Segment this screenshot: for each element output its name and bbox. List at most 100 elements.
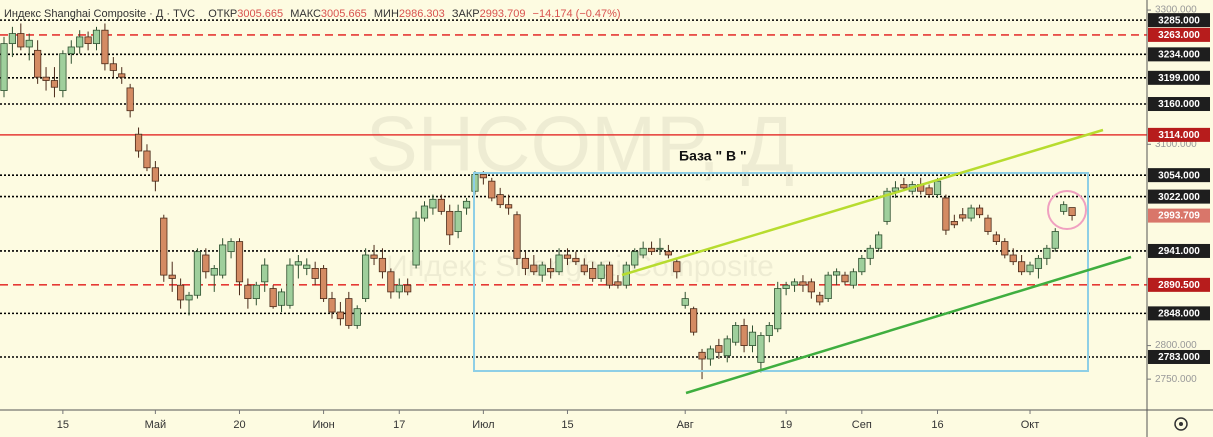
candle-body	[202, 254, 210, 273]
header: Индекс Shanghai Composite · Д · TVC ОТКР…	[4, 8, 621, 20]
candle-body	[774, 288, 782, 330]
candle-body	[395, 284, 403, 293]
candle-body	[319, 268, 328, 300]
high-value: 3005.665	[321, 8, 367, 20]
level-label-box	[1148, 168, 1210, 183]
candle-body	[589, 268, 597, 279]
settings-icon[interactable]	[1174, 417, 1188, 431]
candle-body	[824, 274, 832, 300]
level-label: 3234.000	[1158, 49, 1200, 60]
candle-body	[614, 281, 622, 286]
candle-body	[25, 39, 33, 48]
level-label: 2783.000	[1158, 352, 1200, 363]
candle-body	[303, 264, 311, 269]
candle-body	[160, 217, 168, 276]
candle-body	[387, 271, 395, 293]
candle-body	[1026, 264, 1034, 273]
candle-body	[530, 264, 538, 273]
levels	[0, 19, 1147, 358]
level-label-box	[1148, 243, 1210, 258]
candle-body	[555, 254, 563, 273]
candle-body	[294, 261, 302, 266]
candle-body	[992, 234, 1000, 242]
candle-body	[690, 308, 698, 333]
candle-body	[345, 298, 353, 326]
candle-body	[353, 308, 361, 326]
level-label: 3160.000	[1158, 99, 1200, 110]
candle-body	[866, 247, 874, 259]
level-label-box	[1148, 189, 1210, 204]
x-tick-label: 15	[561, 419, 573, 431]
candle-body	[126, 87, 134, 112]
x-tick-label: Сеп	[852, 419, 872, 431]
level-label-box	[1148, 277, 1210, 292]
candle-body	[227, 241, 235, 253]
candle-body	[875, 234, 883, 249]
candle-body	[631, 251, 639, 266]
candle-body	[1018, 261, 1026, 273]
x-tick-label: 16	[931, 419, 943, 431]
candle-body	[782, 284, 790, 289]
level-label: 2941.000	[1158, 246, 1200, 257]
candle-body	[8, 33, 17, 45]
x-tick-label: 17	[393, 419, 405, 431]
level-label-box	[1148, 27, 1210, 42]
candle-body	[378, 257, 387, 273]
last-price-box	[1148, 208, 1210, 223]
level-label: 3263.000	[1158, 30, 1200, 41]
candle-body	[538, 264, 546, 276]
x-tick-label: Июн	[312, 419, 334, 431]
candle-body	[639, 247, 647, 256]
candle-body	[748, 331, 757, 346]
candle-body	[496, 194, 504, 206]
candle-body	[92, 29, 101, 45]
candle-body	[328, 298, 336, 313]
annotation: База " В "	[679, 148, 747, 164]
candle-body	[336, 311, 345, 320]
candle-body	[841, 274, 849, 283]
candle-body	[740, 325, 748, 346]
low-value: 2986.303	[399, 8, 445, 20]
candle-body	[975, 207, 984, 216]
y-tick-label: 3100.000	[1155, 139, 1197, 150]
candle-body	[765, 325, 773, 336]
candle-body	[925, 187, 933, 195]
candle-body	[235, 241, 244, 283]
y-tick-label: 3300.000	[1155, 5, 1197, 16]
candle-body	[429, 198, 437, 209]
candle-body	[605, 264, 614, 286]
open-label: ОТКР	[208, 8, 237, 20]
open-value: 3005.665	[237, 8, 283, 20]
candle-body	[151, 167, 159, 182]
candle-body	[210, 268, 218, 276]
candle-body	[42, 76, 50, 81]
candle-body	[261, 264, 269, 283]
level-label-box	[1148, 349, 1210, 364]
candle-body	[849, 271, 858, 286]
candle-body	[647, 247, 656, 253]
level-label-box	[1148, 13, 1210, 28]
candle-body	[109, 63, 117, 71]
candle-body	[673, 261, 681, 273]
level-label-box	[1148, 47, 1210, 62]
base-rectangle	[473, 172, 1089, 372]
settings-button[interactable]	[1174, 417, 1188, 431]
candle-body	[0, 43, 8, 91]
candle-body	[362, 254, 370, 300]
candle-body	[404, 284, 412, 293]
candle-body	[858, 257, 866, 273]
candle-body	[1051, 231, 1059, 249]
candle-body	[681, 298, 689, 306]
candles	[0, 23, 1076, 380]
candle-body	[84, 36, 92, 45]
candle-body	[504, 204, 513, 209]
candle-body	[883, 190, 891, 222]
candle-body	[933, 180, 942, 195]
candle-body	[547, 268, 555, 273]
candle-body	[244, 284, 252, 300]
candle-body	[959, 214, 967, 219]
level-label: 2848.000	[1158, 309, 1200, 320]
candle-body	[799, 281, 807, 286]
drawings: База " В "	[473, 128, 1132, 395]
candle-body	[984, 217, 992, 232]
